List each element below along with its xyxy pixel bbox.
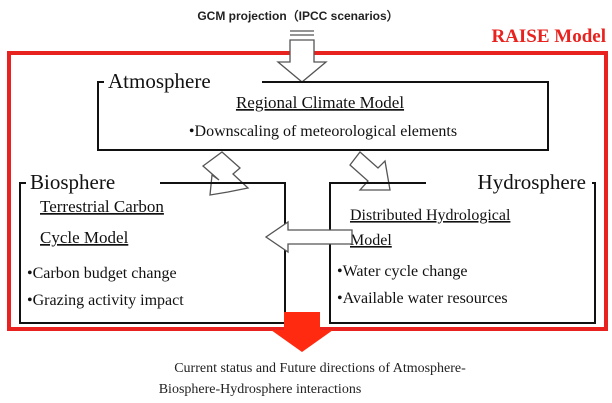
output-text: Biosphere-Hydrosphere interactions <box>159 382 362 397</box>
hydrosphere-item: •Available water resources <box>337 290 508 307</box>
hydrosphere-item: •Water cycle change <box>337 263 467 280</box>
hydrosphere-model: Model <box>350 232 392 249</box>
arrow-hydro-to-bio <box>264 220 353 254</box>
label-bg <box>104 70 262 92</box>
atmosphere-box <box>97 81 549 151</box>
input-text: GCM projection（IPCC scenarios） <box>197 8 398 23</box>
arrow-to-biosphere <box>201 151 250 196</box>
biosphere-item: •Grazing activity impact <box>27 292 184 309</box>
model-title: RAISE Model <box>491 26 606 47</box>
biosphere-model: Terrestrial Carbon <box>40 197 164 216</box>
atmosphere-item: •Downscaling of meteorological elements <box>189 123 457 140</box>
hydrosphere-model: Distributed Hydrological <box>350 207 511 224</box>
label-bg <box>26 172 160 194</box>
biosphere-label: Biosphere <box>30 170 115 194</box>
atmosphere-model: Regional Climate Model <box>236 93 404 112</box>
label-bg <box>426 172 592 194</box>
biosphere-item: •Carbon budget change <box>27 265 177 282</box>
input-arrow <box>276 30 328 83</box>
arrow-to-hydrosphere <box>349 151 391 191</box>
atmosphere-label: Atmosphere <box>108 69 211 93</box>
output-text: Current status and Future directions of … <box>174 361 466 376</box>
hydrosphere-label: Hydrosphere <box>478 170 586 194</box>
output-arrow <box>271 312 333 352</box>
biosphere-model: Cycle Model <box>40 228 129 247</box>
